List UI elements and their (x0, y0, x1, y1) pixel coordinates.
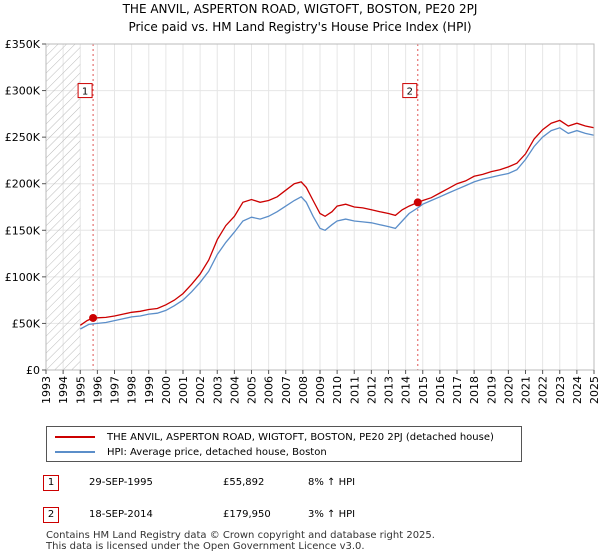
x-tick-label: 2008 (297, 376, 310, 404)
y-tick-label: £50K (12, 317, 41, 330)
footer-line-2: This data is licensed under the Open Gov… (46, 541, 365, 552)
sale-hpi-change: 8% ↑ HPI (308, 477, 356, 488)
sale-price: £179,950 (223, 509, 271, 520)
sale-annotation-box (77, 83, 93, 99)
x-tick-label: 1993 (40, 376, 53, 404)
x-tick-label: 2000 (160, 376, 173, 404)
x-tick-label: 2018 (468, 376, 481, 404)
x-tick-label: 1997 (109, 376, 122, 404)
sale-annotation-box (402, 83, 418, 99)
x-tick-label: 2025 (588, 376, 600, 404)
x-tick-label: 2011 (348, 376, 361, 404)
sale-annotation-label: 1 (82, 87, 88, 98)
sale-price: £55,892 (223, 477, 265, 488)
sale-row: 1 29-SEP-1995 £55,892 8% ↑ HPI (40, 472, 560, 492)
sale-badge: 2 (43, 507, 59, 523)
x-tick-label: 2012 (365, 376, 378, 404)
x-tick-label: 2001 (177, 376, 190, 404)
x-tick-label: 2007 (280, 376, 293, 404)
x-tick-label: 2022 (537, 376, 550, 404)
legend-swatch-property (55, 436, 95, 438)
x-tick-label: 2015 (417, 376, 430, 404)
x-tick-label: 2020 (502, 376, 515, 404)
y-tick-label: £200K (5, 178, 41, 191)
x-tick-label: 2017 (451, 376, 464, 404)
footer-line-1: Contains HM Land Registry data © Crown c… (46, 530, 435, 541)
price-chart: 1 2 £0 £50K £100K £150K £200K £250K £300K £350K 1… (5, 38, 600, 404)
y-tick-label: £0 (26, 364, 40, 377)
chart-title: THE ANVIL, ASPERTON ROAD, WIGTOFT, BOSTO… (122, 2, 478, 16)
sale-date: 29-SEP-1995 (89, 477, 153, 488)
x-tick-label: 1996 (91, 376, 104, 404)
hpi-line (79, 127, 595, 330)
sale-badge: 1 (43, 475, 59, 491)
sale-date: 18-SEP-2014 (89, 509, 153, 520)
y-tick-label: £350K (5, 38, 41, 51)
x-tick-label: 1994 (57, 376, 70, 404)
x-tick-label: 2013 (383, 376, 396, 404)
x-tick-label: 2021 (520, 376, 533, 404)
x-tick-label: 2005 (246, 376, 259, 404)
x-tick-label: 2010 (331, 376, 344, 404)
x-tick-label: 1995 (74, 376, 87, 404)
property-price-line (79, 119, 595, 326)
x-tick-label: 1998 (126, 376, 139, 404)
x-tick-label: 2024 (571, 376, 584, 404)
x-tick-label: 2023 (554, 376, 567, 404)
x-tick-label: 2016 (434, 376, 447, 404)
x-tick-label: 1999 (143, 376, 156, 404)
sale-annotation-label: 2 (407, 87, 413, 98)
legend-entry-property: THE ANVIL, ASPERTON ROAD, WIGTOFT, BOSTO… (55, 430, 494, 444)
y-tick-label: £150K (5, 224, 41, 237)
x-tick-label: 2014 (400, 376, 413, 404)
legend-swatch-hpi (55, 451, 95, 453)
y-tick-label: £300K (5, 85, 41, 98)
sale-row: 2 18-SEP-2014 £179,950 3% ↑ HPI (40, 504, 560, 524)
sale-hpi-change: 3% ↑ HPI (308, 509, 356, 520)
x-tick-label: 2009 (314, 376, 327, 404)
chart-subtitle: Price paid vs. HM Land Registry's House … (128, 20, 472, 34)
footer: Contains HM Land Registry data © Crown c… (46, 530, 435, 552)
legend-entry-hpi: HPI: Average price, detached house, Bost… (55, 445, 327, 459)
y-tick-label: £250K (5, 131, 41, 144)
y-tick-label: £100K (5, 271, 41, 284)
sale-point (89, 313, 98, 322)
legend: THE ANVIL, ASPERTON ROAD, WIGTOFT, BOSTO… (46, 426, 522, 462)
sale-point (413, 198, 422, 207)
legend-label-hpi: HPI: Average price, detached house, Bost… (107, 446, 327, 458)
x-tick-label: 2003 (211, 376, 224, 404)
legend-label-property: THE ANVIL, ASPERTON ROAD, WIGTOFT, BOSTO… (107, 431, 494, 443)
x-tick-label: 2019 (485, 376, 498, 404)
pre-data-hatch (46, 44, 81, 370)
x-tick-label: 2004 (228, 376, 241, 404)
x-tick-label: 2006 (263, 376, 276, 404)
x-tick-label: 2002 (194, 376, 207, 404)
